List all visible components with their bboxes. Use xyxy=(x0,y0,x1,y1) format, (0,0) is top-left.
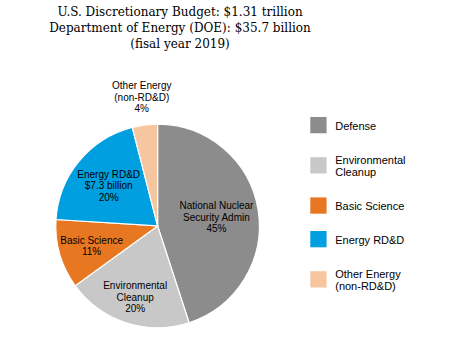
svg-text:EnvironmentalCleanup20%: EnvironmentalCleanup20% xyxy=(103,280,167,314)
svg-text:Other Energy(non-RD&D)4%: Other Energy(non-RD&D)4% xyxy=(112,80,171,114)
svg-text:Other Energy(non-RD&D): Other Energy(non-RD&D) xyxy=(335,267,401,292)
svg-text:Energy RD&D$7.3 billion20%: Energy RD&D$7.3 billion20% xyxy=(77,168,140,202)
html-text:U.S. Discretionary Budget: $1.: U.S. Discretionary Budget: $1.31 trillio… xyxy=(49,5,311,52)
svg-text:Basic Science11%: Basic Science11% xyxy=(60,234,123,257)
svg-text:Energy RD&D: Energy RD&D xyxy=(335,233,404,245)
svg-text:Defense: Defense xyxy=(335,119,376,131)
svg-text:Basic Science: Basic Science xyxy=(335,200,404,212)
svg-text:National NuclearSecurity Admin: National NuclearSecurity Admin45% xyxy=(179,200,254,234)
svg-text:EnvironmentalCleanup: EnvironmentalCleanup xyxy=(335,153,405,178)
